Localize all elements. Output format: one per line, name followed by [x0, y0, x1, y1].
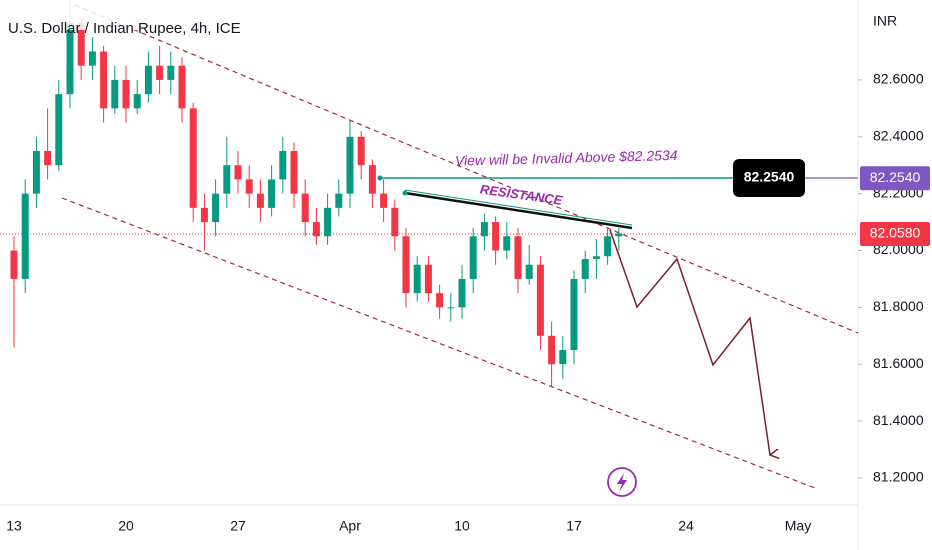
x-tick-label: May — [785, 518, 811, 534]
candle-body — [514, 236, 522, 279]
axis-price-label: 82.0580 — [870, 225, 921, 241]
x-tick-label: 10 — [454, 518, 470, 534]
candle-body — [66, 23, 74, 95]
handle — [402, 190, 408, 196]
candle-body — [570, 278, 578, 351]
y-tick-label: 81.2000 — [873, 469, 924, 485]
candle-body — [346, 136, 354, 194]
candle-body — [100, 51, 108, 109]
candle-body — [436, 293, 444, 308]
y-tick-label: 82.6000 — [873, 71, 924, 87]
candle-body — [144, 65, 152, 95]
candle-body — [413, 264, 421, 294]
candle-body — [480, 222, 488, 237]
candle-body — [122, 79, 130, 109]
candle-body — [548, 335, 556, 365]
candle-body — [200, 207, 208, 223]
candle-body — [178, 65, 186, 109]
chart-title: U.S. Dollar / Indian Rupee, 4h, ICE — [8, 20, 241, 37]
candle-body — [458, 278, 466, 308]
candle-body — [133, 94, 141, 109]
x-tick-label: 27 — [230, 518, 246, 534]
candle-body — [424, 264, 432, 294]
axis-price-label: 82.2540 — [870, 169, 921, 185]
y-tick-label: 81.4000 — [873, 412, 924, 428]
candle-body — [301, 193, 309, 223]
resistance-note: RESISTANCE — [479, 182, 563, 208]
candle-body — [10, 250, 18, 279]
price-box — [733, 159, 805, 197]
candle-body — [312, 222, 320, 237]
price-box-label: 82.2540 — [744, 169, 795, 185]
candle-body — [357, 136, 365, 166]
candle-body — [335, 193, 343, 208]
candle-body — [156, 65, 164, 80]
candle-body — [256, 193, 264, 208]
y-tick-label: 81.6000 — [873, 355, 924, 371]
candle-body — [368, 165, 376, 194]
axis-price-tag — [860, 166, 930, 191]
candle-body — [290, 150, 298, 194]
candle-body — [268, 179, 276, 208]
y-tick-label: 81.8000 — [873, 298, 924, 314]
x-tick-label: 24 — [678, 518, 694, 534]
candle-body — [604, 236, 612, 257]
candle-body — [615, 233, 623, 237]
candle-body — [212, 193, 220, 223]
y-tick-label: 82.4000 — [873, 127, 924, 143]
title-bg — [0, 0, 240, 30]
candle-body — [492, 222, 500, 251]
candle-body — [88, 51, 96, 66]
candle-body — [44, 150, 52, 166]
candle-body — [391, 207, 399, 237]
candle-body — [245, 179, 253, 194]
candle-body — [77, 23, 85, 66]
projection — [609, 229, 770, 455]
x-tick-label: 20 — [118, 518, 134, 534]
candle-body — [55, 94, 63, 166]
candle-body — [402, 236, 410, 294]
x-tick-label: 17 — [566, 518, 582, 534]
invalid-note: View will be Invalid Above $82.2534 — [455, 147, 678, 169]
candle-body — [447, 307, 455, 309]
x-tick-label: Apr — [339, 518, 361, 534]
resistance-line — [404, 189, 633, 226]
candle-body — [525, 264, 533, 279]
candle-body — [592, 256, 600, 260]
axis-title: INR — [873, 13, 897, 29]
axis-price-tag — [860, 222, 930, 247]
candle-body — [469, 236, 477, 279]
candle-body — [167, 65, 175, 80]
candle-body — [111, 79, 119, 109]
candle-body — [279, 150, 287, 180]
candle-body — [559, 350, 567, 365]
candle-body — [21, 193, 29, 279]
lightning-glyph — [617, 473, 627, 492]
candle-body — [32, 150, 40, 194]
candle-body — [581, 259, 589, 279]
channel-lower — [61, 197, 816, 489]
candle-body — [234, 165, 242, 180]
candle-body — [503, 236, 511, 251]
candle-body — [380, 193, 388, 208]
resistance-line — [404, 191, 633, 230]
x-tick-label: 13 — [6, 518, 22, 534]
channel-upper — [74, 4, 859, 334]
candle-body — [324, 207, 332, 237]
candle-body — [189, 108, 197, 208]
candle-body — [223, 165, 231, 194]
candle-body — [536, 264, 544, 336]
